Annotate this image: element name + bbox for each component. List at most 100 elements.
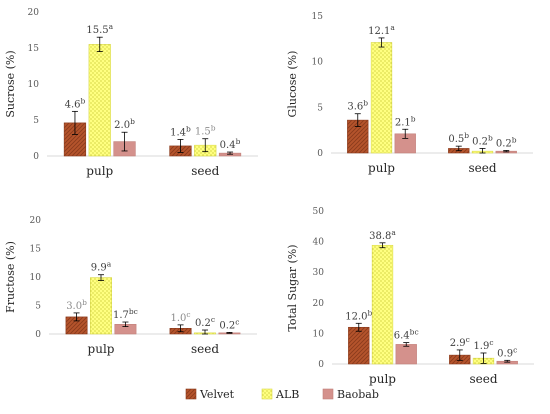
- error-bar: [98, 274, 104, 281]
- y-axis-label: Sucrose (%): [4, 50, 17, 117]
- y-tick-label: 10: [312, 58, 324, 68]
- data-label: 38.8a: [369, 228, 396, 242]
- data-label: 0.9c: [497, 345, 517, 359]
- error-bar: [379, 242, 386, 249]
- legend-swatch: [322, 388, 334, 400]
- data-label: 0.2b: [496, 135, 517, 149]
- fructose-chart: 0 5 10 15 20 Fructose (%) pulp 3.0b 9.9a 1.7bc see…: [4, 216, 257, 356]
- error-bar: [503, 150, 510, 153]
- error-bar: [122, 321, 129, 327]
- error-bar: [479, 148, 486, 154]
- y-axis-label: Fructose (%): [4, 241, 17, 313]
- y-tick-label: 15: [28, 44, 40, 54]
- error-bar: [177, 324, 184, 333]
- data-label: 0.5b: [448, 131, 469, 145]
- y-axis-label: Glucose (%): [286, 51, 299, 118]
- y-tick-label: 5: [35, 302, 41, 312]
- legend-swatch: [261, 388, 273, 400]
- y-axis-label: Total Sugar (%): [286, 244, 299, 331]
- data-label: 1.9c: [473, 338, 493, 352]
- y-tick-label: 20: [30, 216, 42, 226]
- x-category-label: pulp: [369, 372, 396, 386]
- error-bar: [354, 113, 361, 127]
- error-bar: [402, 128, 409, 139]
- y-tick-label: 0: [33, 152, 39, 162]
- y-tick-label: 5: [317, 103, 323, 113]
- y-tick-label: 10: [313, 329, 325, 339]
- data-label: 0.2c: [195, 315, 215, 329]
- x-category-label: pulp: [86, 164, 113, 178]
- legend-label: Velvet: [199, 388, 235, 401]
- y-tick-label: 0: [318, 360, 324, 370]
- legend-label: Baobab: [337, 388, 379, 401]
- data-label: 9.9a: [91, 260, 112, 274]
- y-tick-label: 20: [28, 8, 40, 18]
- bar-alb-pulp: [370, 42, 393, 154]
- y-tick-label: 15: [312, 12, 324, 22]
- data-label: 2.9c: [450, 335, 470, 349]
- data-label: 3.6b: [347, 99, 368, 113]
- x-category-label: pulp: [88, 342, 115, 356]
- bar-alb-pulp: [88, 44, 111, 157]
- x-category-label: seed: [191, 164, 219, 178]
- data-label: 6.4bc: [394, 328, 419, 342]
- error-bar: [480, 352, 487, 364]
- x-category-label: seed: [469, 372, 497, 386]
- data-label: 2.1b: [395, 114, 416, 128]
- x-category-label: seed: [468, 161, 496, 175]
- data-label: 3.0b: [66, 298, 87, 312]
- legend-item-velvet: Velvet: [185, 388, 235, 401]
- error-bar: [71, 110, 78, 135]
- error-bar: [96, 36, 103, 52]
- data-label: 1.0c: [171, 310, 191, 324]
- bar-baobab-pulp: [395, 344, 417, 365]
- total-sugar-chart: 0 10 20 30 40 50 Total Sugar (%) pulp 12.0b 38.8a…: [286, 207, 534, 386]
- error-bar: [227, 151, 234, 155]
- x-category-label: pulp: [368, 161, 395, 175]
- data-label: 2.0b: [114, 117, 135, 131]
- data-label: 0.4b: [220, 137, 241, 151]
- data-label: 1.5b: [195, 124, 216, 138]
- x-category-label: seed: [191, 342, 219, 356]
- error-bar: [504, 359, 511, 363]
- bar-alb-pulp: [371, 244, 394, 365]
- legend-swatch: [185, 388, 197, 400]
- legend-item-alb: ALB: [261, 388, 299, 401]
- error-bar: [202, 138, 209, 153]
- error-bar: [121, 131, 128, 152]
- error-bar: [456, 349, 463, 361]
- error-bar: [73, 312, 80, 322]
- error-bar: [355, 322, 362, 332]
- error-bar: [226, 332, 233, 334]
- bar-alb-pulp: [90, 277, 112, 335]
- y-tick-label: 15: [30, 245, 42, 255]
- y-tick-label: 5: [33, 116, 39, 126]
- data-label: 0.2c: [219, 317, 239, 331]
- y-tick-label: 10: [28, 80, 40, 90]
- data-label: 1.4b: [170, 124, 191, 138]
- error-bar: [378, 37, 385, 48]
- bar-velvet-pulp: [348, 326, 370, 365]
- legend-item-baobab: Baobab: [322, 388, 379, 401]
- error-bar: [177, 139, 184, 153]
- y-tick-label: 50: [313, 207, 325, 217]
- y-tick-label: 0: [317, 149, 323, 159]
- error-bar: [202, 329, 208, 335]
- y-tick-label: 10: [30, 273, 42, 283]
- error-bar: [455, 145, 462, 152]
- y-tick-label: 30: [313, 268, 325, 278]
- data-label: 12.0b: [345, 308, 372, 322]
- data-label: 12.1a: [368, 23, 395, 37]
- data-label: 15.5a: [86, 22, 113, 36]
- data-label: 4.6b: [65, 96, 86, 110]
- data-label: 0.2b: [472, 133, 493, 147]
- y-tick-label: 40: [313, 238, 325, 248]
- sucrose-chart: 0 5 10 15 20 Sucrose (%) pulp 4.6b 15.5a 2.0b seed…: [4, 8, 258, 178]
- error-bar: [403, 342, 410, 347]
- y-tick-label: 0: [35, 330, 41, 340]
- y-tick-label: 20: [313, 299, 325, 309]
- data-label: 1.7bc: [113, 307, 138, 321]
- legend: Velvet ALB Baobab: [185, 388, 379, 401]
